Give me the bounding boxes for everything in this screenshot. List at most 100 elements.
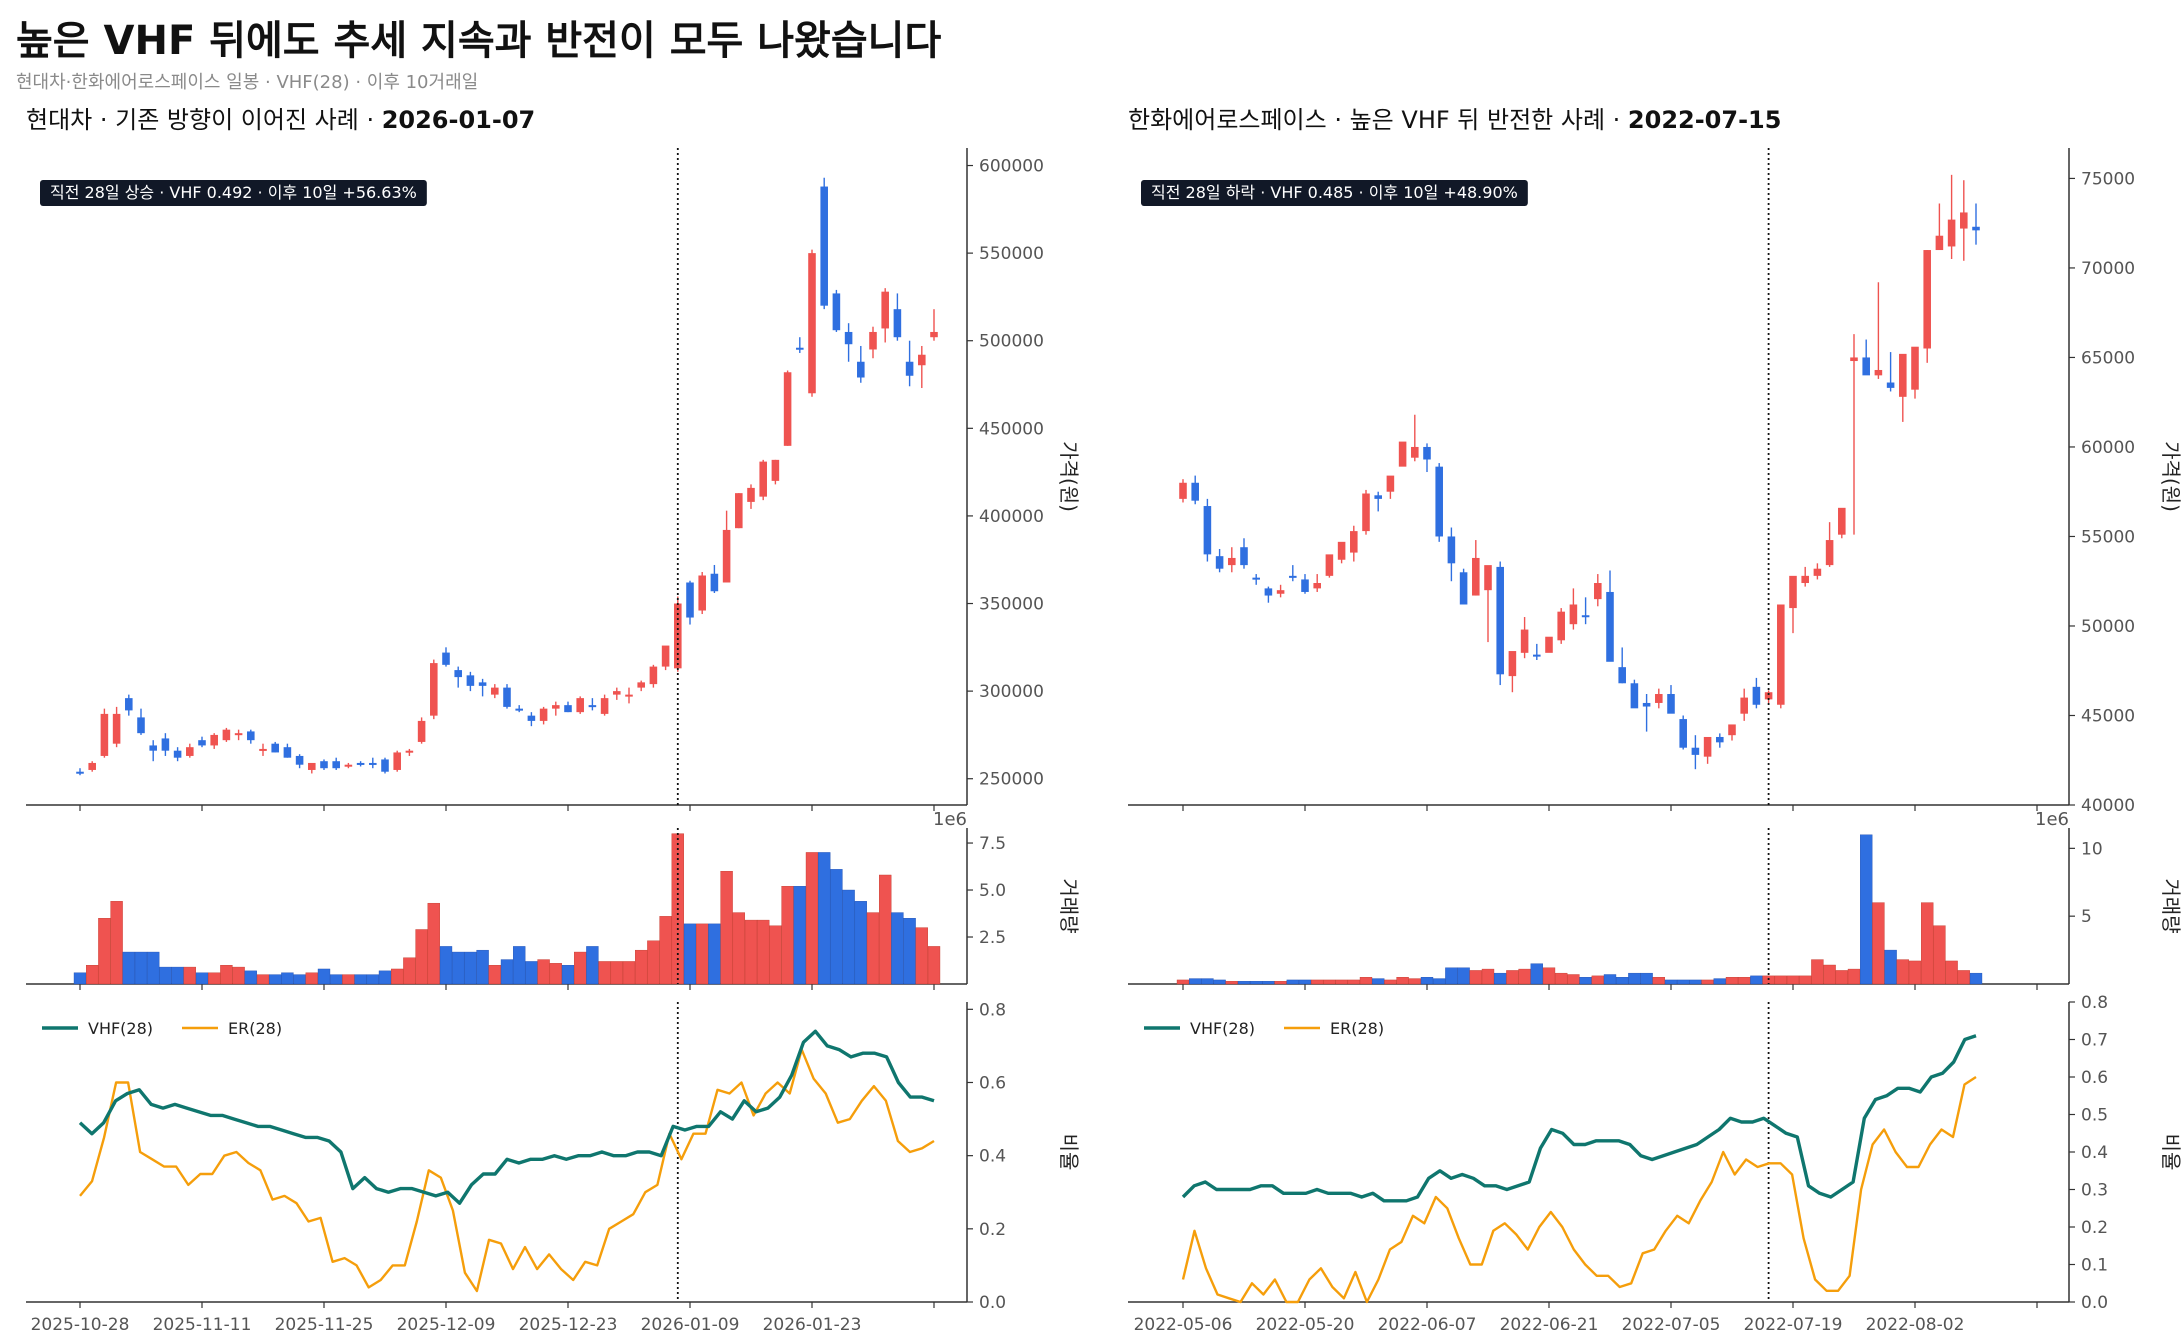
panel-title-date: 2022-07-15 — [1628, 106, 1782, 134]
volume-bar — [1860, 834, 1873, 985]
legend-er-label: ER(28) — [228, 1019, 282, 1038]
candle-body — [1337, 541, 1346, 560]
volume-bar — [1567, 974, 1580, 985]
candle-body — [1667, 694, 1675, 714]
volume-bar — [1359, 977, 1373, 985]
volume-bar — [1591, 975, 1604, 985]
volume-bar — [513, 946, 526, 985]
ratio-tick-label: 0.7 — [2081, 1031, 2108, 1051]
volume-offset-label: 1e6 — [2035, 809, 2069, 830]
candle-body — [1520, 629, 1529, 653]
price-tick-label: 250000 — [979, 770, 1044, 790]
volume-bar — [476, 949, 489, 985]
candle-body — [405, 750, 414, 753]
volume-bar — [1323, 979, 1336, 985]
candle — [722, 510, 731, 583]
candle — [1764, 690, 1773, 703]
candle-body — [1411, 446, 1419, 458]
volume-bar — [1213, 979, 1226, 985]
er-series-line — [1181, 1075, 1977, 1304]
candle — [613, 687, 621, 700]
candle-body — [918, 354, 926, 366]
candle-body — [1764, 692, 1773, 700]
volume-bar — [452, 951, 465, 985]
candle-body — [1350, 531, 1358, 553]
x-tick-label: 2022-07-05 — [1622, 1315, 1721, 1335]
candle — [1911, 346, 1919, 399]
candle — [1606, 570, 1614, 662]
candle-body — [796, 347, 804, 350]
candle-body — [283, 747, 292, 758]
candle — [930, 309, 938, 341]
volume-bar — [208, 972, 221, 985]
candle — [100, 708, 109, 758]
volume-bar — [86, 965, 99, 985]
candle — [1960, 180, 1968, 261]
candle — [1972, 203, 1980, 245]
volume-bar — [781, 886, 794, 985]
candle — [1337, 541, 1346, 564]
legend-vhf-label: VHF(28) — [88, 1019, 153, 1038]
volume-bar — [488, 965, 501, 985]
candle-body — [234, 733, 243, 736]
candle — [1264, 586, 1273, 603]
candle-body — [1618, 667, 1626, 684]
volume-axis-label: 거래량 — [1057, 878, 1081, 933]
volume-bar — [879, 874, 892, 985]
candle — [112, 706, 121, 748]
panel-title-date: 2026-01-07 — [382, 106, 536, 134]
candle — [1740, 688, 1748, 721]
candle-body — [576, 698, 584, 713]
volume-bar — [1811, 959, 1824, 985]
candle — [1484, 565, 1492, 643]
volume-bar — [1884, 949, 1897, 985]
candle — [247, 729, 255, 744]
annotation-badge — [1141, 180, 1528, 206]
volume-bar — [464, 951, 477, 985]
volume-bar — [1445, 967, 1458, 985]
volume-bar — [1311, 979, 1324, 985]
candle — [149, 740, 157, 762]
candle-body — [1679, 719, 1687, 748]
candle — [771, 459, 780, 485]
candle — [1716, 733, 1724, 748]
price-axis-label: 가격(원) — [1057, 441, 1081, 512]
candle-body — [1215, 556, 1224, 569]
candle-body — [186, 747, 194, 756]
candle-body — [539, 708, 548, 721]
vhf-series-line — [1181, 1034, 1977, 1203]
candle — [344, 762, 353, 769]
volume-bar — [244, 970, 257, 985]
volume-bar — [1262, 981, 1275, 985]
candle-body — [1850, 357, 1858, 362]
candle-body — [783, 372, 792, 446]
page-title: 높은 VHF 뒤에도 추세 지속과 반전이 모두 나왔습니다 — [16, 18, 942, 64]
volume-bar — [1957, 970, 1970, 985]
candle — [173, 747, 182, 762]
candle-body — [478, 682, 487, 686]
volume-bar — [1664, 979, 1678, 985]
candle-body — [1459, 572, 1468, 605]
volume-bar — [1677, 979, 1690, 985]
candle — [1825, 522, 1834, 567]
legend-vhf-label: VHF(28) — [1190, 1019, 1255, 1038]
candle — [832, 289, 841, 332]
volume-bar — [1847, 968, 1861, 985]
candle-body — [1423, 446, 1431, 460]
candle-body — [356, 762, 365, 765]
volume-bar — [1237, 981, 1251, 985]
candle-body — [1716, 736, 1724, 743]
candle — [1618, 647, 1626, 684]
volume-bar — [1542, 967, 1556, 985]
candle-body — [247, 731, 255, 741]
candle-body — [149, 745, 157, 751]
volume-bar — [1603, 974, 1617, 985]
volume-bar — [1823, 964, 1836, 985]
volume-bar — [1921, 902, 1934, 985]
volume-bar — [769, 925, 782, 985]
candle-body — [1801, 575, 1809, 584]
candle-body — [661, 645, 670, 667]
price-tick-label: 75000 — [2081, 169, 2135, 189]
candle — [1520, 617, 1529, 659]
volume-bar — [1420, 977, 1434, 985]
